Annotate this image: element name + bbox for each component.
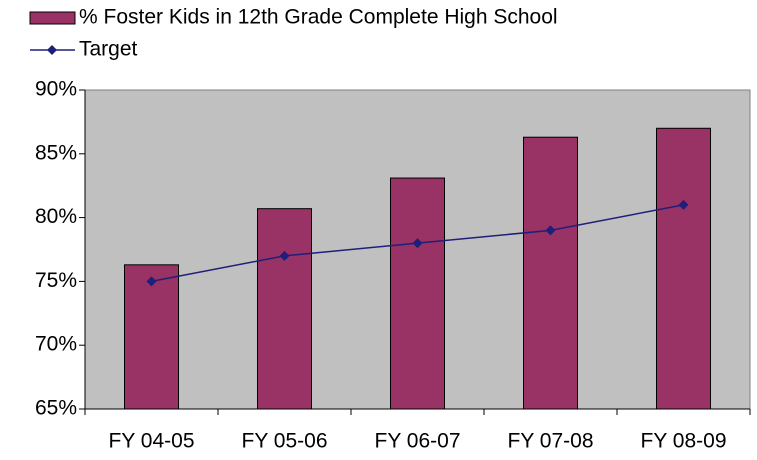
legend-label: % Foster Kids in 12th Grade Complete Hig… [79, 6, 558, 29]
legend-swatch [47, 45, 57, 55]
y-tick-label: 70% [35, 333, 77, 356]
marker [545, 225, 556, 236]
x-tick-label: FY 06-07 [375, 430, 461, 453]
legend-label: Target [79, 38, 138, 61]
bar [523, 136, 578, 410]
legend-swatch [29, 11, 76, 25]
marker [678, 199, 689, 210]
y-tick-label: 90% [35, 78, 77, 101]
y-tick-label: 65% [35, 397, 77, 420]
y-tick-label: 85% [35, 141, 77, 164]
marker [146, 276, 157, 287]
x-tick-label: FY 07-08 [508, 430, 594, 453]
marker [412, 238, 423, 249]
y-tick-label: 80% [35, 205, 77, 228]
bar [257, 208, 312, 410]
bar [124, 264, 179, 410]
x-tick-label: FY 08-09 [641, 430, 727, 453]
x-tick-label: FY 05-06 [242, 430, 328, 453]
y-tick-label: 75% [35, 269, 77, 292]
marker [279, 250, 290, 261]
bar [656, 127, 711, 410]
x-tick-label: FY 04-05 [109, 430, 195, 453]
bar [390, 177, 445, 410]
